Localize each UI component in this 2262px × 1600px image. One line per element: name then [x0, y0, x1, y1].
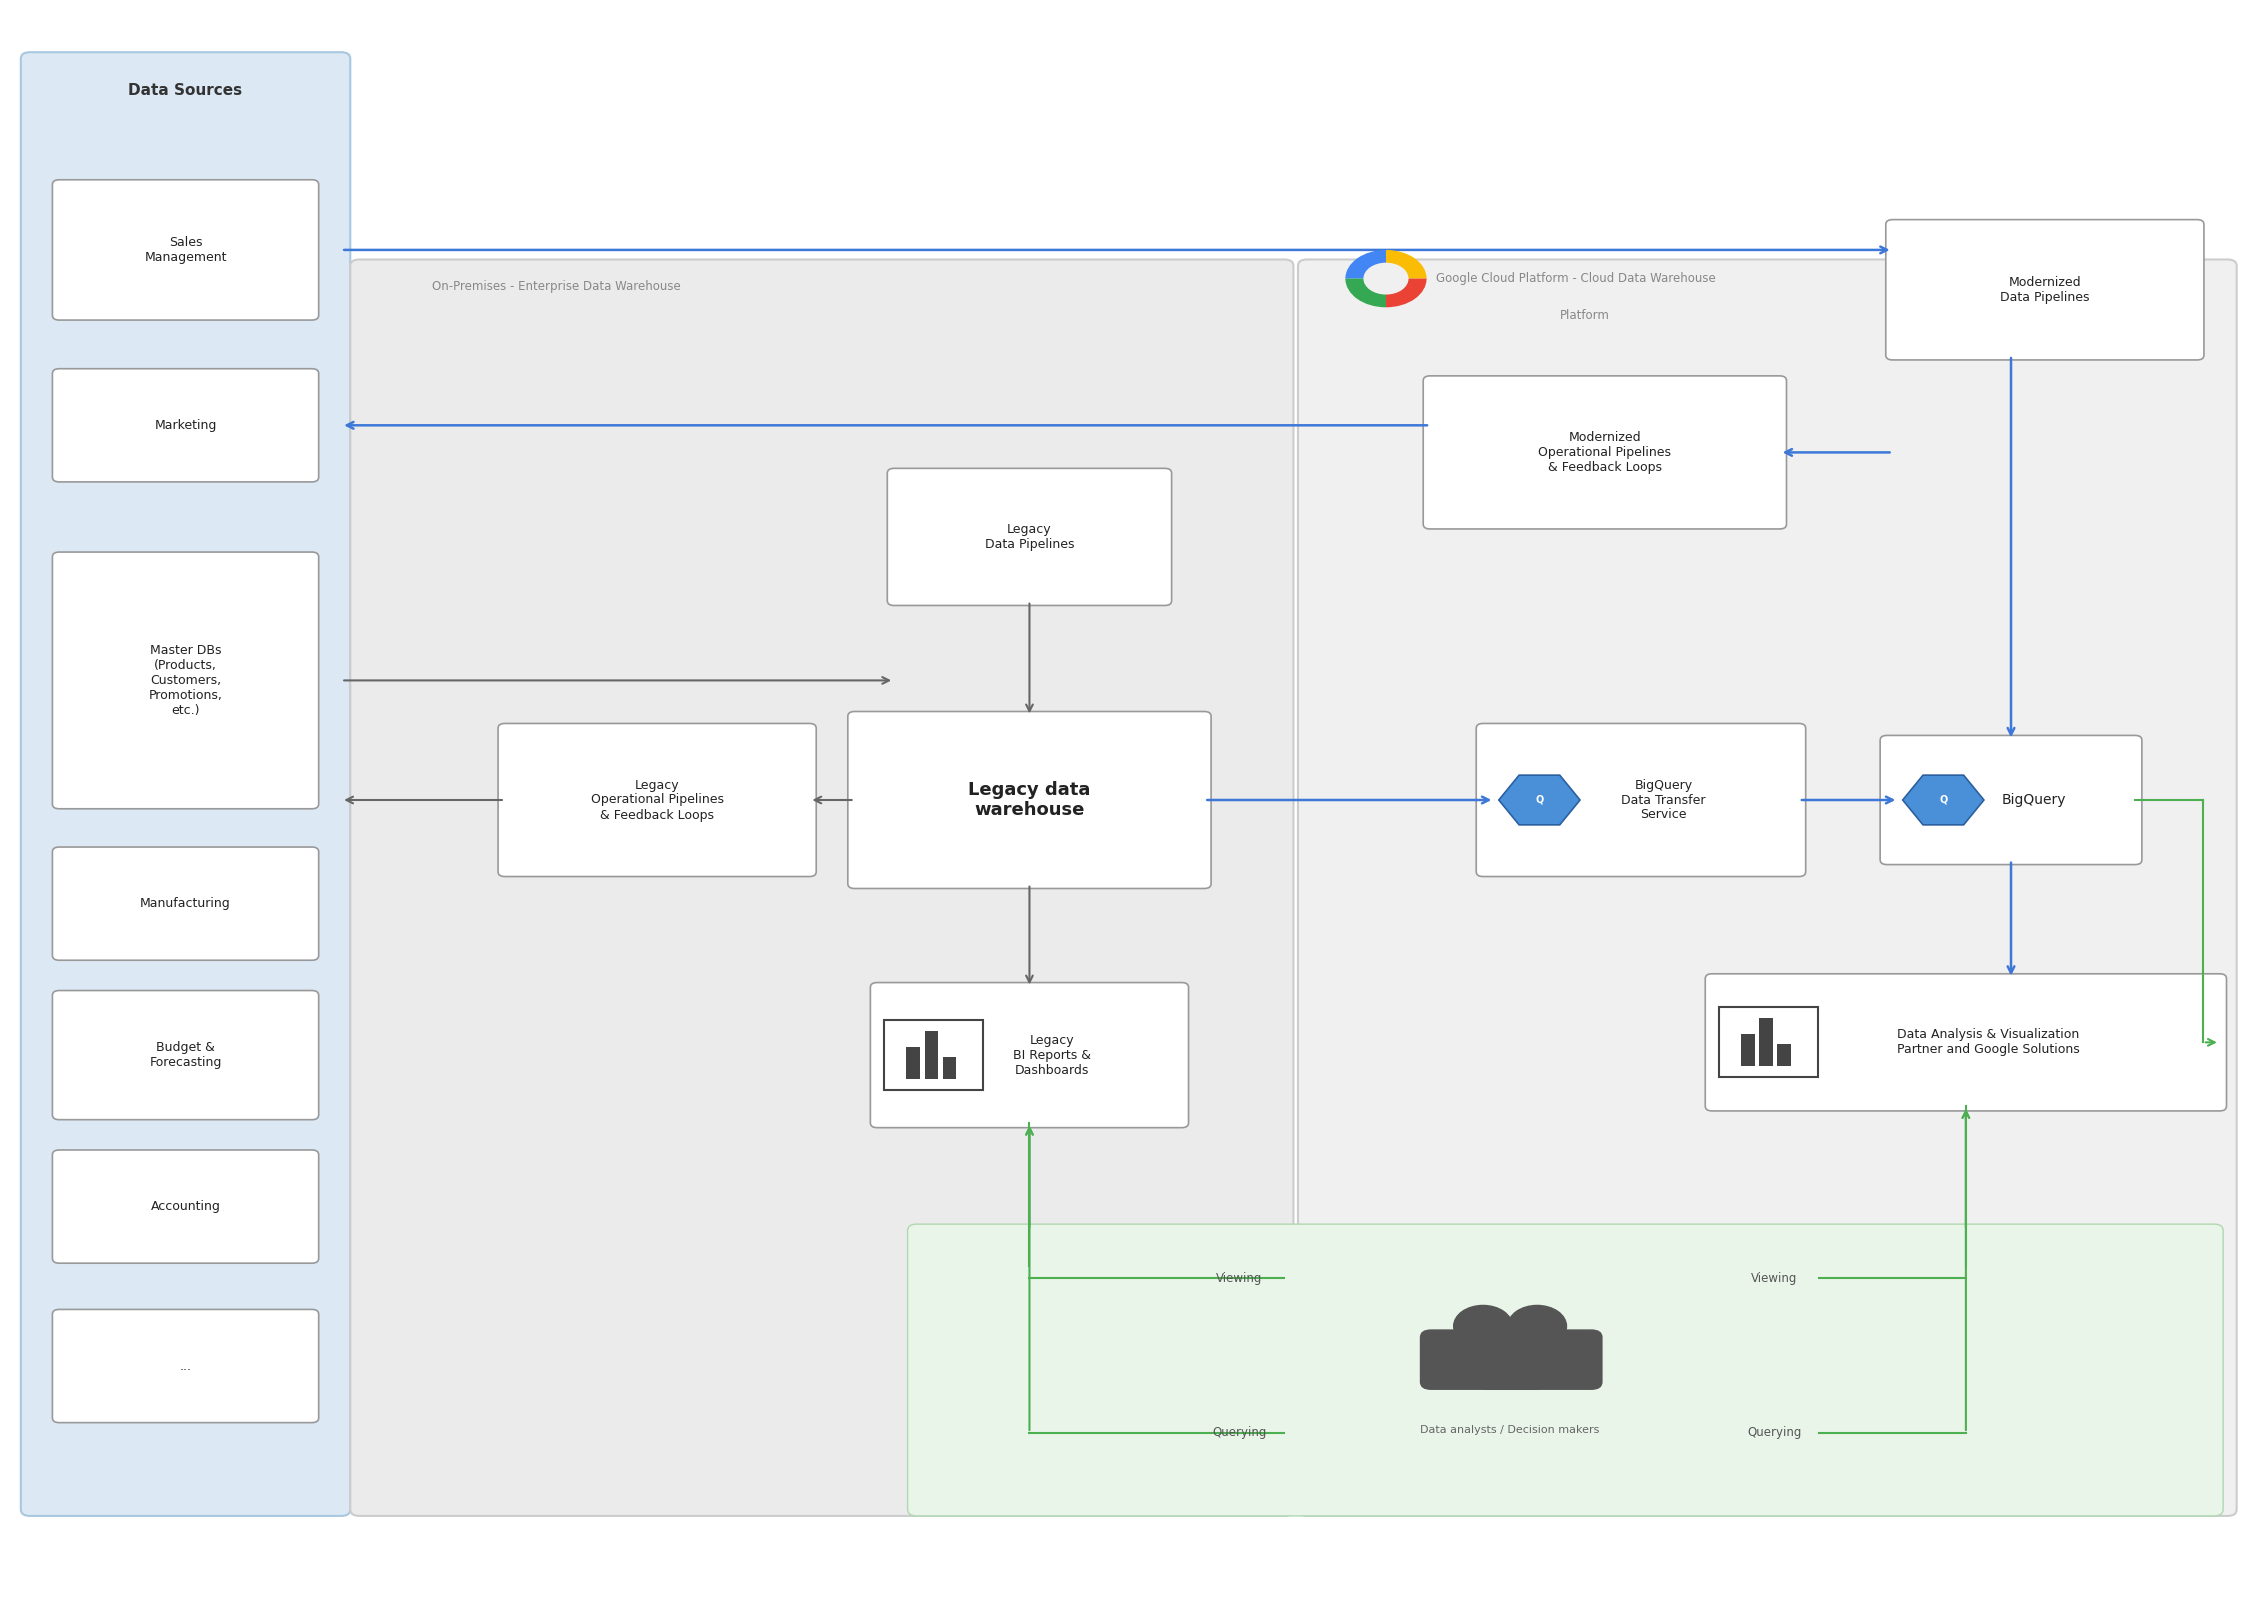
Text: Viewing: Viewing — [1217, 1272, 1262, 1285]
Text: Legacy
BI Reports &
Dashboards: Legacy BI Reports & Dashboards — [1013, 1034, 1090, 1077]
Text: Modernized
Data Pipelines: Modernized Data Pipelines — [2000, 275, 2090, 304]
FancyBboxPatch shape — [1880, 736, 2142, 864]
FancyBboxPatch shape — [871, 982, 1188, 1128]
FancyBboxPatch shape — [925, 1030, 939, 1078]
Circle shape — [1509, 1306, 1568, 1347]
Circle shape — [1454, 1306, 1513, 1347]
FancyBboxPatch shape — [1421, 1330, 1547, 1390]
Text: BigQuery
Data Transfer
Service: BigQuery Data Transfer Service — [1622, 779, 1706, 821]
FancyBboxPatch shape — [52, 1309, 319, 1422]
Text: BigQuery: BigQuery — [2002, 794, 2065, 806]
FancyBboxPatch shape — [1887, 219, 2203, 360]
Wedge shape — [1346, 278, 1387, 307]
Text: Sales
Management: Sales Management — [145, 235, 226, 264]
FancyBboxPatch shape — [52, 179, 319, 320]
FancyBboxPatch shape — [1706, 974, 2226, 1110]
Text: Querying: Querying — [1212, 1427, 1267, 1440]
FancyBboxPatch shape — [943, 1056, 957, 1078]
Text: Q: Q — [1536, 795, 1543, 805]
Wedge shape — [1387, 250, 1427, 278]
Wedge shape — [1346, 250, 1387, 278]
Text: Data Sources: Data Sources — [129, 83, 242, 98]
Text: On-Premises - Enterprise Data Warehouse: On-Premises - Enterprise Data Warehouse — [432, 280, 681, 293]
FancyBboxPatch shape — [1477, 1330, 1601, 1390]
FancyBboxPatch shape — [20, 53, 351, 1515]
Text: Platform: Platform — [1561, 309, 1611, 322]
FancyBboxPatch shape — [1423, 376, 1787, 530]
Text: Q: Q — [1939, 795, 1948, 805]
FancyBboxPatch shape — [498, 723, 817, 877]
Text: Legacy
Operational Pipelines
& Feedback Loops: Legacy Operational Pipelines & Feedback … — [590, 779, 724, 821]
FancyBboxPatch shape — [907, 1046, 921, 1078]
Text: Manufacturing: Manufacturing — [140, 898, 231, 910]
FancyBboxPatch shape — [1477, 723, 1805, 877]
FancyBboxPatch shape — [52, 846, 319, 960]
Text: Data analysts / Decision makers: Data analysts / Decision makers — [1421, 1426, 1599, 1435]
Text: Accounting: Accounting — [152, 1200, 219, 1213]
Text: ...: ... — [179, 1360, 192, 1373]
FancyBboxPatch shape — [52, 552, 319, 808]
Text: Legacy data
warehouse: Legacy data warehouse — [968, 781, 1090, 819]
FancyBboxPatch shape — [1760, 1019, 1773, 1066]
Text: Budget &
Forecasting: Budget & Forecasting — [149, 1042, 222, 1069]
FancyBboxPatch shape — [52, 1150, 319, 1262]
Text: Querying: Querying — [1746, 1427, 1801, 1440]
Text: Legacy
Data Pipelines: Legacy Data Pipelines — [984, 523, 1074, 550]
Text: Marketing: Marketing — [154, 419, 217, 432]
FancyBboxPatch shape — [1742, 1034, 1755, 1066]
FancyBboxPatch shape — [351, 259, 1294, 1515]
Text: Modernized
Operational Pipelines
& Feedback Loops: Modernized Operational Pipelines & Feedb… — [1538, 430, 1672, 474]
Text: Master DBs
(Products,
Customers,
Promotions,
etc.): Master DBs (Products, Customers, Promoti… — [149, 643, 222, 717]
Text: Google Cloud Platform - Cloud Data Warehouse: Google Cloud Platform - Cloud Data Wareh… — [1436, 272, 1715, 285]
FancyBboxPatch shape — [887, 469, 1172, 605]
FancyBboxPatch shape — [52, 990, 319, 1120]
FancyBboxPatch shape — [1298, 259, 2237, 1515]
FancyBboxPatch shape — [848, 712, 1210, 888]
Wedge shape — [1387, 278, 1427, 307]
Text: Viewing: Viewing — [1751, 1272, 1798, 1285]
FancyBboxPatch shape — [907, 1224, 2224, 1515]
Text: Data Analysis & Visualization
Partner and Google Solutions: Data Analysis & Visualization Partner an… — [1898, 1029, 2079, 1056]
FancyBboxPatch shape — [1778, 1043, 1792, 1066]
FancyBboxPatch shape — [52, 368, 319, 482]
